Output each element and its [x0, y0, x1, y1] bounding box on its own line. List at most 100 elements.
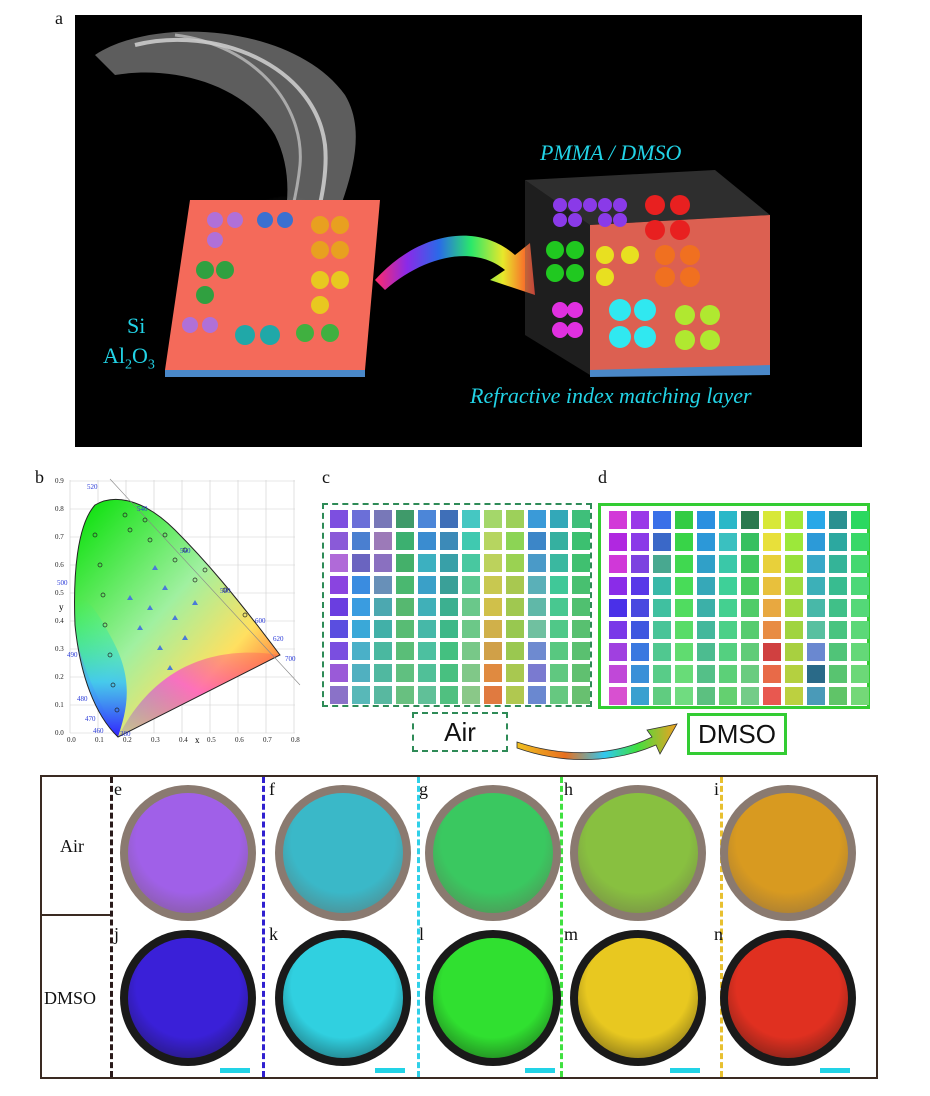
dmso-grid-cell: [653, 599, 671, 617]
dmso-grid-cell: [675, 665, 693, 683]
pattern-disc: [720, 930, 856, 1066]
dmso-grid-cell: [851, 643, 869, 661]
dmso-grid-cell: [719, 643, 737, 661]
air-grid-cell: [418, 532, 436, 550]
air-grid-cell: [484, 576, 502, 594]
dmso-grid-cell: [829, 511, 847, 529]
dmso-grid-cell: [851, 577, 869, 595]
air-grid-cell: [550, 642, 568, 660]
dmso-grid-cell: [851, 511, 869, 529]
air-grid-cell: [484, 686, 502, 704]
panel-d-label: d: [598, 467, 607, 487]
dmso-grid-cell: [609, 687, 627, 705]
dmso-grid-cell: [697, 577, 715, 595]
air-grid-cell: [462, 620, 480, 638]
column-divider: [417, 777, 420, 1077]
air-grid-frame: [322, 503, 592, 707]
air-grid-cell: [352, 532, 370, 550]
dmso-grid-cell: [609, 621, 627, 639]
row-label-dmso: DMSO: [44, 988, 97, 1008]
air-grid-cell: [528, 510, 546, 528]
dmso-grid-cell: [609, 643, 627, 661]
air-grid-cell: [572, 598, 590, 616]
dmso-grid-cell: [763, 643, 781, 661]
air-grid-cell: [462, 686, 480, 704]
air-grid-cell: [528, 664, 546, 682]
air-grid-cell: [396, 576, 414, 594]
air-grid-cell: [418, 510, 436, 528]
right-pillars: [546, 195, 720, 350]
dmso-grid-cell: [741, 665, 759, 683]
pattern-fill: [578, 793, 698, 913]
air-medium-label: Air: [412, 712, 508, 752]
svg-text:460: 460: [93, 727, 104, 735]
dmso-grid-cell: [609, 511, 627, 529]
dmso-medium-label: DMSO: [687, 713, 787, 755]
pmma-dmso-title: PMMA / DMSO: [540, 140, 682, 165]
air-grid-cell: [330, 598, 348, 616]
air-grid-cell: [330, 532, 348, 550]
cie-chromaticity-diagram: 0.0 0.1 0.2 0.3 0.4 0.5 0.6 0.7 0.8 0.0 0.1 0.2 0.3…: [55, 475, 305, 745]
dmso-grid-cell: [653, 687, 671, 705]
air-grid-cell: [484, 510, 502, 528]
air-grid-cell: [528, 554, 546, 572]
pattern-fill: [578, 938, 698, 1058]
row-label-divider: [40, 914, 110, 916]
dmso-grid-cell: [631, 599, 649, 617]
panel-n-label: n: [714, 924, 723, 944]
dmso-grid-cell: [785, 687, 803, 705]
air-grid-cell: [352, 664, 370, 682]
air-grid-cell: [506, 664, 524, 682]
air-grid-cell: [396, 510, 414, 528]
y-tick-labels: 0.0 0.1 0.2 0.3 0.4 0.5 0.6 0.7 0.8 0.9: [55, 477, 64, 737]
left-pillars: [182, 212, 349, 345]
dmso-grid-cell: [785, 643, 803, 661]
air-grid-cell: [550, 510, 568, 528]
air-grid-cell: [528, 686, 546, 704]
air-grid-cell: [352, 620, 370, 638]
svg-text:480: 480: [77, 695, 88, 703]
dmso-grid-cell: [719, 687, 737, 705]
pattern-fill: [728, 793, 848, 913]
dmso-grid-cell: [631, 687, 649, 705]
air-grid-cell: [374, 664, 392, 682]
air-grid-cell: [462, 576, 480, 594]
svg-text:380: 380: [120, 730, 131, 738]
air-grid-cell: [374, 686, 392, 704]
dmso-grid-cell: [697, 621, 715, 639]
dmso-grid-cell: [785, 577, 803, 595]
dmso-grid-cell: [807, 577, 825, 595]
dmso-grid-cell: [851, 533, 869, 551]
svg-text:0.2: 0.2: [123, 736, 132, 744]
svg-text:0.8: 0.8: [55, 505, 64, 513]
dmso-grid-cell: [631, 643, 649, 661]
panel-h-label: h: [564, 779, 573, 799]
panel-m-label: m: [564, 924, 579, 944]
air-grid-cell: [374, 642, 392, 660]
dmso-grid-cell: [741, 599, 759, 617]
dmso-grid-cell: [741, 577, 759, 595]
dmso-grid-cell: [829, 621, 847, 639]
air-grid-cell: [352, 576, 370, 594]
svg-text:0.4: 0.4: [179, 736, 188, 744]
dmso-grid-cell: [741, 687, 759, 705]
air-grid-cell: [462, 598, 480, 616]
scale-bar: [220, 1068, 250, 1073]
si-label: Si: [127, 313, 146, 338]
svg-text:0.0: 0.0: [55, 729, 64, 737]
dmso-grid-cell: [609, 577, 627, 595]
dmso-grid-cell: [697, 533, 715, 551]
dmso-grid-cell: [829, 687, 847, 705]
air-grid-cell: [374, 510, 392, 528]
dmso-grid-cell: [785, 665, 803, 683]
air-grid-cell: [352, 686, 370, 704]
air-grid-cell: [418, 598, 436, 616]
dmso-grid-cell: [653, 643, 671, 661]
dmso-grid-cell: [653, 533, 671, 551]
dmso-grid-cell: [609, 533, 627, 551]
dmso-grid-cell: [763, 533, 781, 551]
dmso-color-grid: [609, 511, 869, 705]
dmso-grid-cell: [675, 621, 693, 639]
air-grid-cell: [330, 510, 348, 528]
air-grid-cell: [352, 642, 370, 660]
